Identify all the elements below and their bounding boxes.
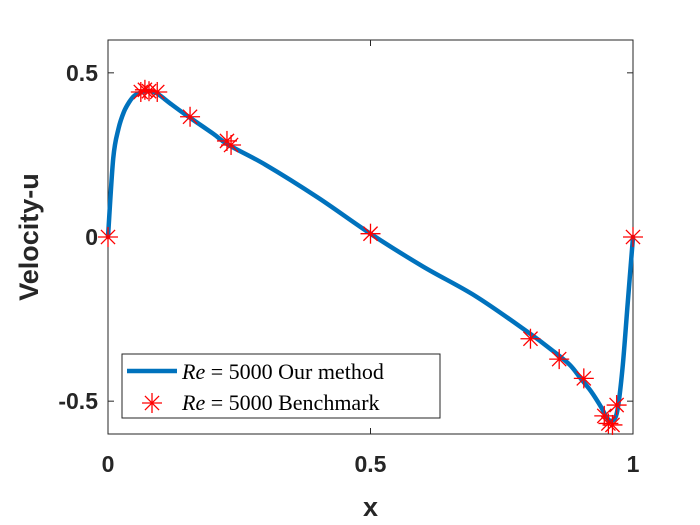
benchmark-marker <box>98 227 118 247</box>
benchmark-marker <box>594 405 615 426</box>
benchmark-marker <box>147 81 168 102</box>
benchmark-marker <box>606 395 627 416</box>
benchmark-marker <box>360 223 381 244</box>
benchmark-marker <box>598 413 619 434</box>
legend-entry-our-method: Re = 5000 Our method <box>181 359 384 384</box>
benchmark-marker <box>602 414 623 435</box>
x-axis-label: x <box>363 492 378 522</box>
x-tick-label: 0.5 <box>355 451 387 477</box>
legend: Re = 5000 Our method Re = 5000 Benchmark <box>121 353 441 419</box>
benchmark-markers <box>98 79 643 435</box>
y-tick-label: -0.5 <box>58 388 98 414</box>
benchmark-marker <box>180 106 201 127</box>
benchmark-marker <box>623 227 643 247</box>
legend-box <box>121 353 441 419</box>
legend-marker-swatch <box>142 393 162 413</box>
x-tick-label: 0 <box>102 451 115 477</box>
benchmark-marker <box>573 368 594 389</box>
x-tick-label: 1 <box>627 451 640 477</box>
tick-labels: 0 0.5 1 -0.5 0 0.5 <box>58 60 639 477</box>
y-tick-label: 0 <box>85 224 98 250</box>
y-axis-label: Velocity-u <box>14 173 44 301</box>
benchmark-marker <box>520 328 541 349</box>
y-tick-label: 0.5 <box>66 60 98 86</box>
benchmark-marker <box>221 134 242 155</box>
benchmark-marker <box>549 349 570 370</box>
legend-marker-star <box>142 393 162 413</box>
legend-entry-benchmark: Re = 5000 Benchmark <box>181 390 380 415</box>
